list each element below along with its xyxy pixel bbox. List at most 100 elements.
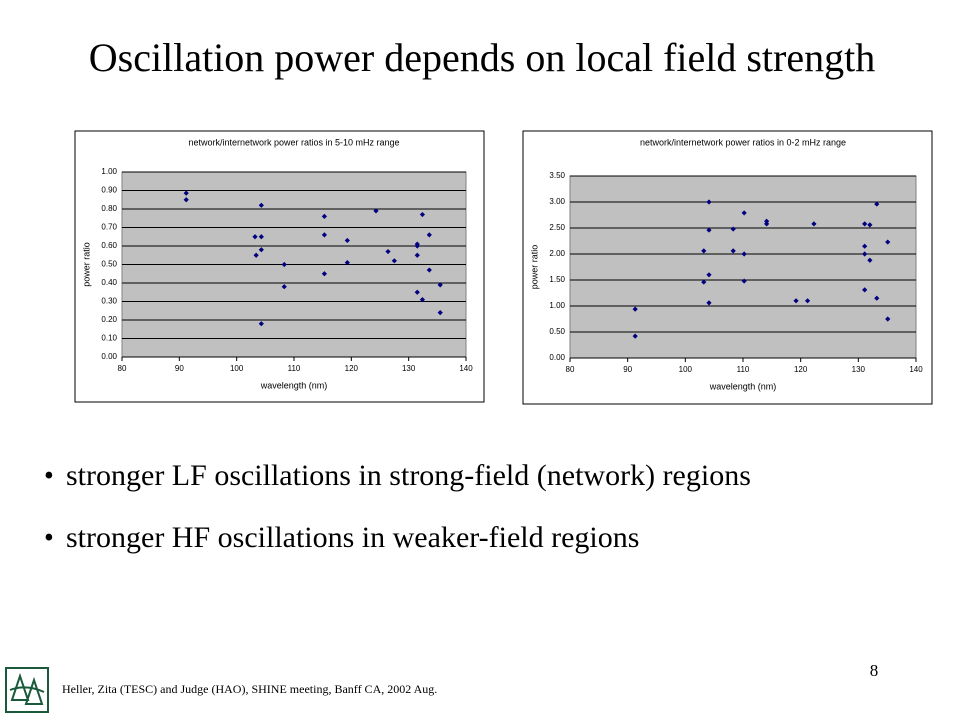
scatter-point — [321, 232, 327, 238]
scatter-point — [867, 257, 873, 263]
scatter-point — [253, 252, 259, 258]
bullet: stronger HF oscillations in weaker-field… — [66, 521, 639, 554]
scatter-point — [344, 260, 350, 266]
scatter-point — [385, 248, 391, 255]
scatter-point — [874, 201, 880, 207]
scatter-point — [741, 278, 747, 284]
scatter-point — [321, 271, 327, 277]
scatter-point — [258, 247, 264, 253]
scatter-point — [862, 221, 868, 227]
scatter-point — [419, 211, 426, 218]
y-tick-label: 1.00 — [101, 167, 117, 176]
x-tick-label: 110 — [288, 364, 301, 373]
x-tick-label: 90 — [623, 365, 632, 374]
scatter-point — [344, 237, 350, 244]
x-tick-label: 130 — [402, 364, 416, 373]
scatter-point — [414, 252, 420, 258]
scatter-point — [281, 284, 287, 290]
footer: Heller, Zita (TESC) and Judge (HAO), SHI… — [62, 682, 437, 696]
scatter-point — [252, 234, 258, 240]
scatter-point — [258, 202, 264, 208]
scatter-point — [414, 243, 420, 249]
y-tick-label: 0.20 — [101, 315, 117, 324]
scatter-point — [811, 221, 817, 227]
scatter-point — [862, 251, 868, 257]
x-tick-label: 80 — [118, 364, 127, 373]
scatter-point — [437, 310, 443, 316]
slide-title: Oscillation power depends on local field… — [89, 35, 875, 80]
chart-title: network/internetwork power ratios in 0-2… — [640, 137, 846, 147]
bullet: stronger LF oscillations in strong-field… — [66, 459, 751, 492]
plot-area — [569, 175, 917, 359]
y-tick-label: 1.50 — [549, 275, 565, 284]
scatter-point — [391, 258, 397, 264]
x-tick-label: 80 — [566, 365, 575, 374]
y-tick-label: 0.70 — [101, 223, 117, 232]
y-tick-label: 2.00 — [549, 249, 565, 258]
y-tick-label: 2.50 — [549, 223, 565, 232]
bullet-dot: • — [44, 522, 54, 553]
scatter-point — [258, 321, 264, 327]
scatter-point — [764, 218, 770, 224]
scatter-point — [701, 248, 707, 254]
scatter-point — [867, 222, 873, 228]
scatter-point — [706, 300, 712, 306]
scatter-point — [885, 316, 891, 322]
scatter-point — [632, 333, 638, 339]
y-tick-label: 0.60 — [101, 241, 117, 250]
y-tick-label: 3.50 — [549, 171, 565, 180]
scatter-point — [701, 279, 707, 285]
scatter-point — [706, 272, 712, 278]
scatter-point — [281, 261, 287, 268]
scatter-point — [730, 226, 736, 232]
x-tick-label: 110 — [737, 365, 750, 374]
scatter-point — [885, 239, 891, 245]
scatter-point — [741, 251, 747, 257]
scatter-point — [874, 295, 880, 301]
scatter-point — [862, 287, 868, 293]
y-axis-label: power ratio — [81, 242, 91, 287]
scatter-point — [706, 227, 712, 233]
x-tick-label: 130 — [852, 365, 866, 374]
scatter-point — [437, 282, 443, 288]
y-tick-label: 0.50 — [549, 327, 565, 336]
x-tick-label: 100 — [679, 365, 693, 374]
x-tick-label: 90 — [175, 364, 184, 373]
scatter-point — [414, 289, 420, 295]
scatter-point — [183, 197, 189, 203]
scatter-point — [793, 298, 799, 304]
scatter-point — [764, 221, 770, 227]
y-tick-label: 0.30 — [101, 297, 117, 306]
y-tick-label: 0.00 — [101, 352, 117, 361]
scatter-point — [862, 243, 868, 249]
y-tick-label: 3.00 — [549, 197, 565, 206]
x-tick-label: 120 — [345, 364, 359, 373]
y-tick-label: 0.90 — [101, 186, 117, 195]
x-axis-label: wavelength (nm) — [260, 380, 328, 390]
y-tick-label: 0.40 — [101, 278, 117, 287]
scatter-point — [804, 298, 811, 304]
scatter-point — [183, 190, 189, 196]
scatter-point — [632, 306, 638, 312]
x-tick-label: 100 — [230, 364, 244, 373]
y-tick-label: 0.80 — [101, 204, 117, 213]
x-tick-label: 140 — [909, 365, 923, 374]
scatter-point — [321, 213, 327, 219]
y-tick-label: 0.50 — [101, 260, 117, 269]
scatter-point — [426, 267, 432, 273]
y-axis-label: power ratio — [529, 245, 539, 290]
scatter-point — [426, 232, 432, 238]
x-axis-label: wavelength (nm) — [709, 381, 777, 391]
x-tick-label: 140 — [459, 364, 473, 373]
bullet-dot: • — [44, 460, 54, 491]
scatter-point — [419, 297, 426, 303]
scatter-point — [706, 199, 712, 205]
y-tick-label: 0.00 — [549, 353, 565, 362]
scatter-point — [373, 208, 379, 214]
y-tick-label: 1.00 — [549, 301, 565, 310]
scatter-point — [730, 248, 736, 254]
logo — [5, 667, 49, 713]
scatter-point — [741, 210, 747, 216]
page-number: 8 — [870, 661, 879, 680]
